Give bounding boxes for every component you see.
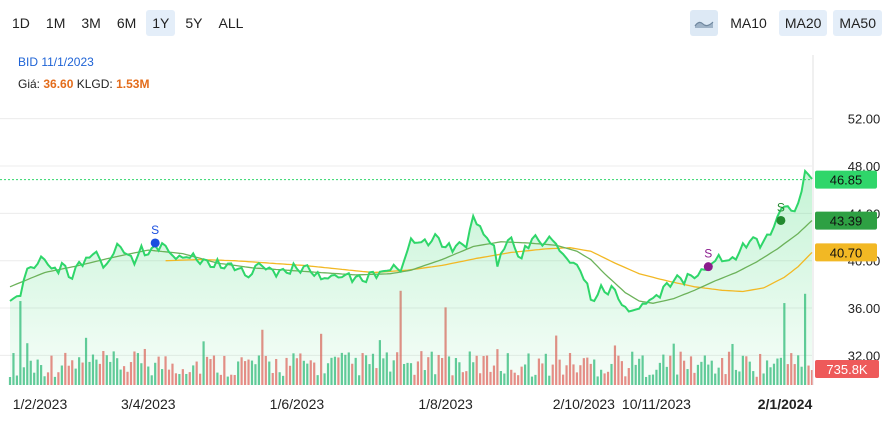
price-area [10,171,812,385]
price-value: 36.60 [43,77,74,91]
volume-badge: 735.8K [826,362,868,377]
range-6m-button[interactable]: 6M [116,15,137,31]
y-tick-label: 48.00 [848,159,881,174]
sell-marker [776,215,786,225]
y-tick-label: 36.00 [848,301,881,316]
price-label: Giá: [18,77,41,91]
x-tick-label: 1/6/2023 [270,396,325,412]
ma20-badge: 43.39 [830,214,863,229]
ma20-button[interactable]: MA20 [778,10,828,36]
sell-marker [150,238,160,248]
sell-marker-label: S [151,223,159,237]
ma50-badge-bg [815,243,877,262]
price-volume-readout: Giá: 36.60 KLGD: 1.53M [18,77,149,91]
x-tick-label: 2/10/2023 [553,396,615,412]
last-price-badge-bg [815,170,877,189]
y-tick-label: 32.00 [848,348,881,363]
ticker-date: BID 11/1/2023 [18,55,94,69]
ma50-badge: 40.70 [830,245,863,260]
range-selector: 1D 1M 3M 6M 1Y 5Y ALL [6,10,249,36]
volume-label: KLGD: [76,77,113,91]
x-tick-label: 2/1/2024 [758,396,813,412]
x-tick-label: 3/4/2023 [121,396,176,412]
sell-marker-label: S [704,247,712,261]
x-tick-label: 1/2/2023 [13,396,68,412]
last-price-badge: 46.85 [830,173,863,188]
volume-value: 1.53M [116,77,150,91]
volume-badge-bg [815,360,879,378]
y-tick-label: 52.00 [848,112,881,127]
range-5y-button[interactable]: 5Y [185,15,203,31]
range-3m-button[interactable]: 3M [81,15,101,31]
sell-marker-label: S [777,200,785,214]
range-1d-button[interactable]: 1D [12,15,30,31]
x-tick-label: 10/11/2023 [622,396,691,412]
range-1y-button[interactable]: 1Y [146,10,176,36]
sell-marker [703,262,713,272]
ma20-badge-bg [815,211,877,230]
price-line [9,168,813,313]
indicator-toolbar: MA10 MA20 MA50 [690,10,882,36]
x-tick-label: 1/8/2023 [418,396,473,412]
ma50-button[interactable]: MA50 [833,10,882,36]
ma50-line [165,247,813,293]
area-chart-icon[interactable] [690,10,719,36]
range-all-button[interactable]: ALL [218,15,244,31]
ma10-button[interactable]: MA10 [730,15,767,31]
range-1m-button[interactable]: 1M [45,15,66,31]
